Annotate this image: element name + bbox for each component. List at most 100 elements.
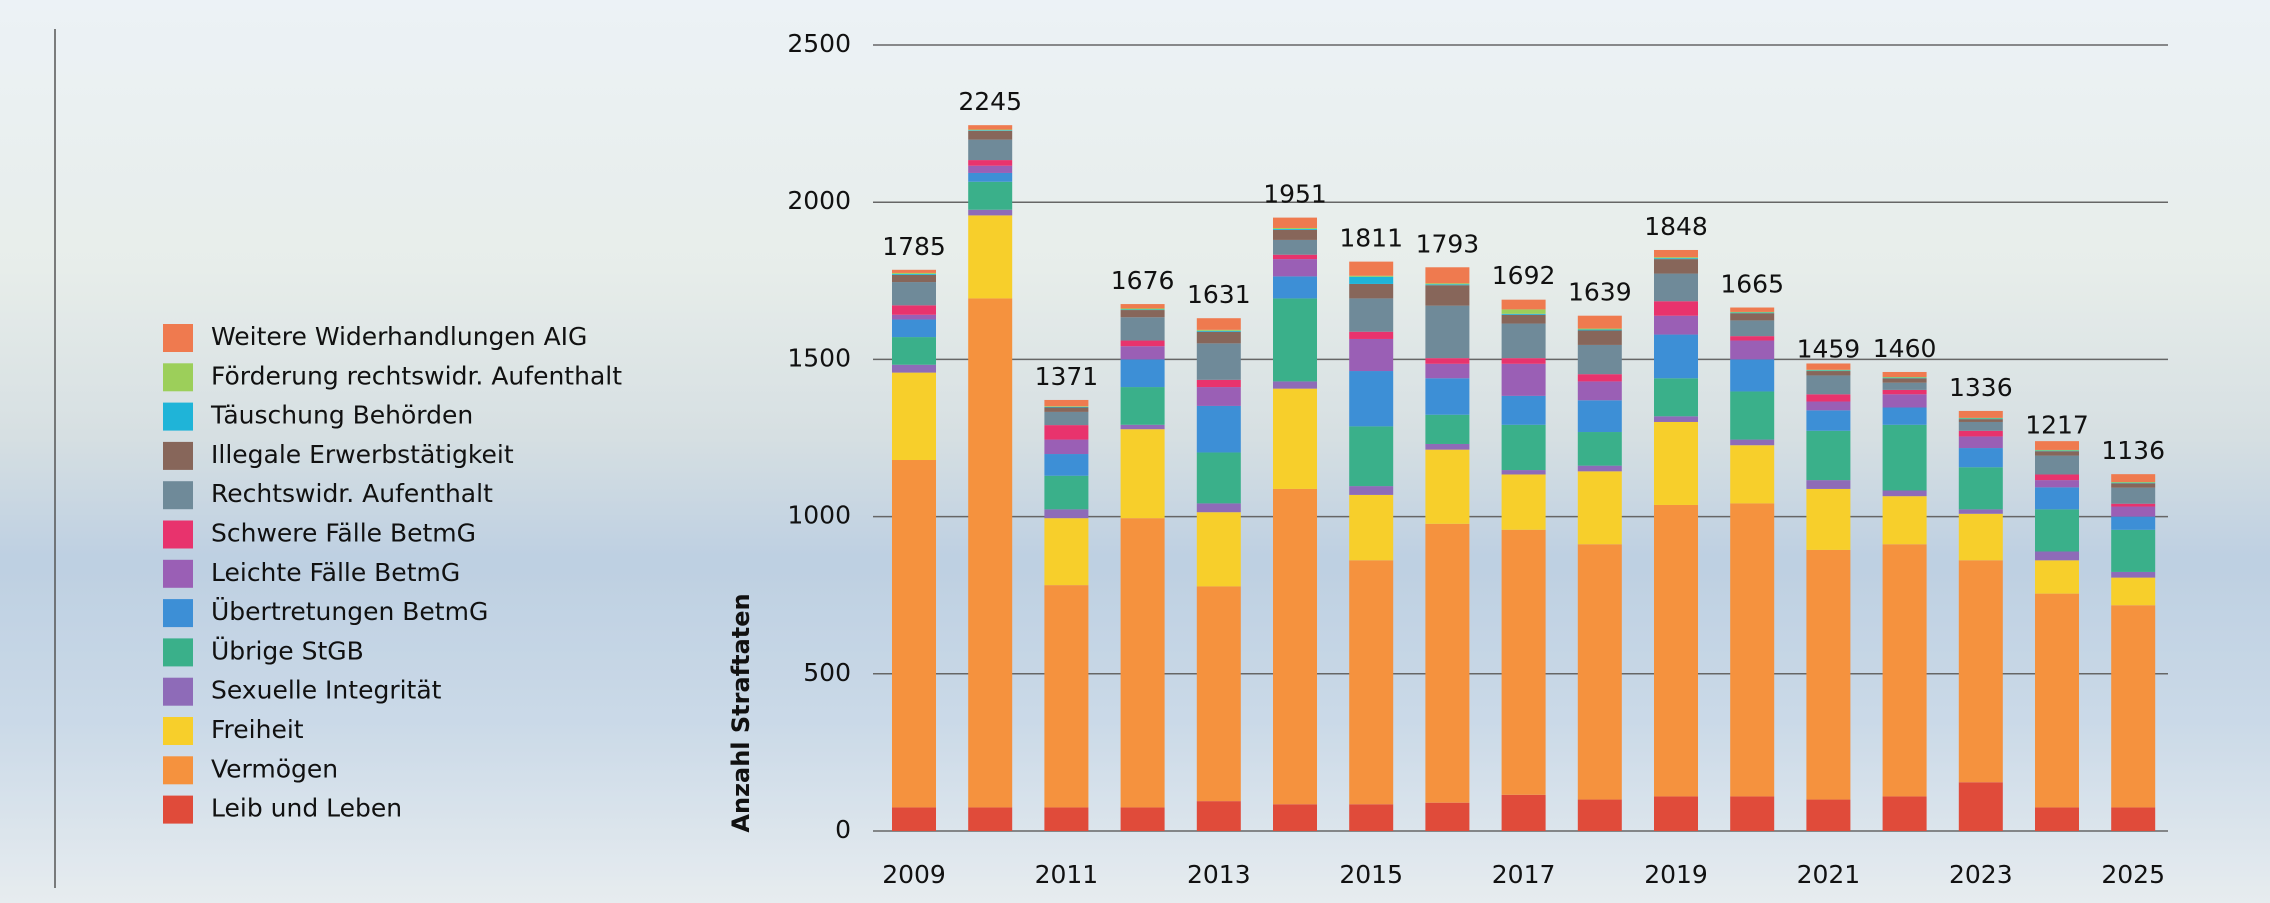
bar-segment bbox=[1273, 255, 1317, 259]
total-label: 1951 bbox=[1263, 180, 1327, 209]
legend-label: Leib und Leben bbox=[211, 794, 402, 823]
bar-segment bbox=[1273, 489, 1317, 804]
bar-segment bbox=[1959, 467, 2003, 509]
bar-segment bbox=[1654, 378, 1698, 416]
bar-segment bbox=[2035, 551, 2079, 560]
legend-label: Sexuelle Integrität bbox=[211, 676, 442, 705]
bar-segment bbox=[1883, 378, 1927, 379]
bar-segment bbox=[1654, 301, 1698, 315]
bar-segment bbox=[1959, 418, 2003, 419]
bar-segment bbox=[1349, 332, 1393, 339]
bar-segment bbox=[1273, 298, 1317, 381]
total-label: 1136 bbox=[2101, 436, 2165, 465]
bar-segment bbox=[1502, 309, 1546, 313]
bar-segment bbox=[2035, 456, 2079, 475]
bar-segment bbox=[1044, 509, 1088, 518]
bar-segment bbox=[1349, 486, 1393, 495]
bar-segment bbox=[1959, 509, 2003, 513]
bar-segment bbox=[1959, 436, 2003, 448]
bar-segment bbox=[1121, 387, 1165, 425]
bar-segment bbox=[1883, 496, 1927, 544]
bar-segment bbox=[1044, 400, 1088, 406]
bar-segment bbox=[1044, 518, 1088, 585]
bar-segment bbox=[1121, 425, 1165, 429]
bar-segment bbox=[1425, 267, 1469, 283]
total-label: 1793 bbox=[1416, 229, 1480, 258]
bar-segment bbox=[1883, 390, 1927, 394]
bar-segment bbox=[2035, 487, 2079, 509]
total-label: 1665 bbox=[1720, 270, 1784, 299]
bar-segment bbox=[892, 274, 936, 275]
bar-segment bbox=[968, 210, 1012, 216]
bar-segment bbox=[1578, 316, 1622, 329]
y-axis-title: Anzahl Straftaten bbox=[727, 593, 755, 832]
bar-segment bbox=[1197, 343, 1241, 379]
x-tick-label: 2017 bbox=[1492, 860, 1556, 889]
bar-segment bbox=[1654, 316, 1698, 335]
bar-segment bbox=[1121, 341, 1165, 347]
total-label: 1217 bbox=[2025, 410, 2089, 439]
bar-segment bbox=[1883, 796, 1927, 831]
bar-segment bbox=[1349, 804, 1393, 831]
legend-swatch bbox=[163, 481, 193, 509]
legend-label: Täuschung Behörden bbox=[210, 401, 473, 430]
bar-segment bbox=[2111, 488, 2155, 504]
total-label: 1371 bbox=[1035, 362, 1099, 391]
bar-segment bbox=[1197, 801, 1241, 831]
bar-segment bbox=[1121, 308, 1165, 309]
bar-segment bbox=[1502, 364, 1546, 396]
bar-segment bbox=[1425, 450, 1469, 524]
bar-segment bbox=[968, 807, 1012, 831]
bar-segment bbox=[1273, 381, 1317, 388]
bar-segment bbox=[1502, 425, 1546, 470]
bar-segment bbox=[1349, 277, 1393, 284]
bar-segment bbox=[1806, 370, 1850, 371]
total-label: 1459 bbox=[1797, 334, 1861, 363]
total-label: 1811 bbox=[1339, 224, 1403, 253]
bar-segment bbox=[1425, 415, 1469, 444]
bar-segment bbox=[1273, 228, 1317, 229]
bar-segment bbox=[1273, 276, 1317, 298]
bar-segment bbox=[1883, 408, 1927, 425]
bar-segment bbox=[1349, 339, 1393, 371]
bar-segment bbox=[1197, 512, 1241, 586]
bar-segment bbox=[2111, 517, 2155, 530]
bar-segment bbox=[2111, 807, 2155, 831]
total-label: 1785 bbox=[882, 232, 946, 261]
bar-segment bbox=[1502, 470, 1546, 474]
bar-segment bbox=[1730, 391, 1774, 439]
bar-segment bbox=[1044, 585, 1088, 807]
bar-segment bbox=[1654, 274, 1698, 302]
bar-segment bbox=[1425, 284, 1469, 285]
bar-segment bbox=[1349, 276, 1393, 277]
bar-segment bbox=[2035, 560, 2079, 593]
bar-segment bbox=[1883, 372, 1927, 377]
bar-segment bbox=[1578, 381, 1622, 400]
bar-segment bbox=[1121, 807, 1165, 831]
legend-swatch bbox=[163, 678, 193, 706]
bar-segment bbox=[1425, 524, 1469, 803]
bar-segment bbox=[1121, 359, 1165, 387]
x-tick-label: 2023 bbox=[1949, 860, 2013, 889]
bar-segment bbox=[1959, 514, 2003, 561]
chart: Anzahl Straftaten 0500100015002000250017… bbox=[0, 0, 2270, 903]
bar-segment bbox=[1806, 431, 1850, 480]
bar-segment bbox=[1806, 363, 1850, 369]
bar-segment bbox=[1425, 358, 1469, 364]
bar-segment bbox=[1654, 259, 1698, 273]
bar-segment bbox=[1654, 505, 1698, 796]
total-label: 1460 bbox=[1873, 334, 1937, 363]
legend-label: Übrige StGB bbox=[211, 636, 364, 665]
bar-segment bbox=[1197, 586, 1241, 801]
y-tick-label: 500 bbox=[803, 658, 851, 687]
total-label: 1692 bbox=[1492, 261, 1556, 290]
bar-segment bbox=[1044, 476, 1088, 510]
bar-segment bbox=[1654, 257, 1698, 258]
bar-segment bbox=[892, 305, 936, 314]
bar-segment bbox=[1654, 416, 1698, 422]
bar-segment bbox=[968, 166, 1012, 173]
legend-label: Freiheit bbox=[211, 715, 304, 744]
bar-segment bbox=[1730, 320, 1774, 336]
y-tick-label: 1000 bbox=[787, 501, 851, 530]
legend-swatch bbox=[163, 324, 193, 352]
